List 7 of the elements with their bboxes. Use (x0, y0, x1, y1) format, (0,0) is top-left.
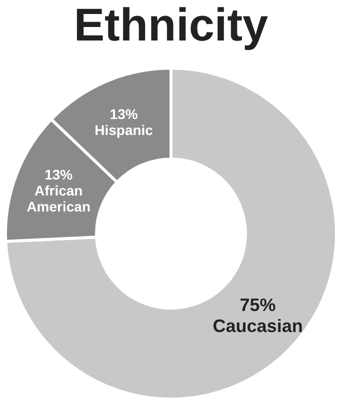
slice-label: African American (26, 182, 91, 215)
data-label: 13% (44, 166, 74, 182)
chart-title: Ethnicity (74, 0, 269, 50)
data-label: 13% (110, 106, 138, 122)
data-label: 75% (240, 295, 276, 316)
slice-label: Caucasian (212, 316, 303, 336)
slice-label: Hispanic (94, 122, 154, 138)
